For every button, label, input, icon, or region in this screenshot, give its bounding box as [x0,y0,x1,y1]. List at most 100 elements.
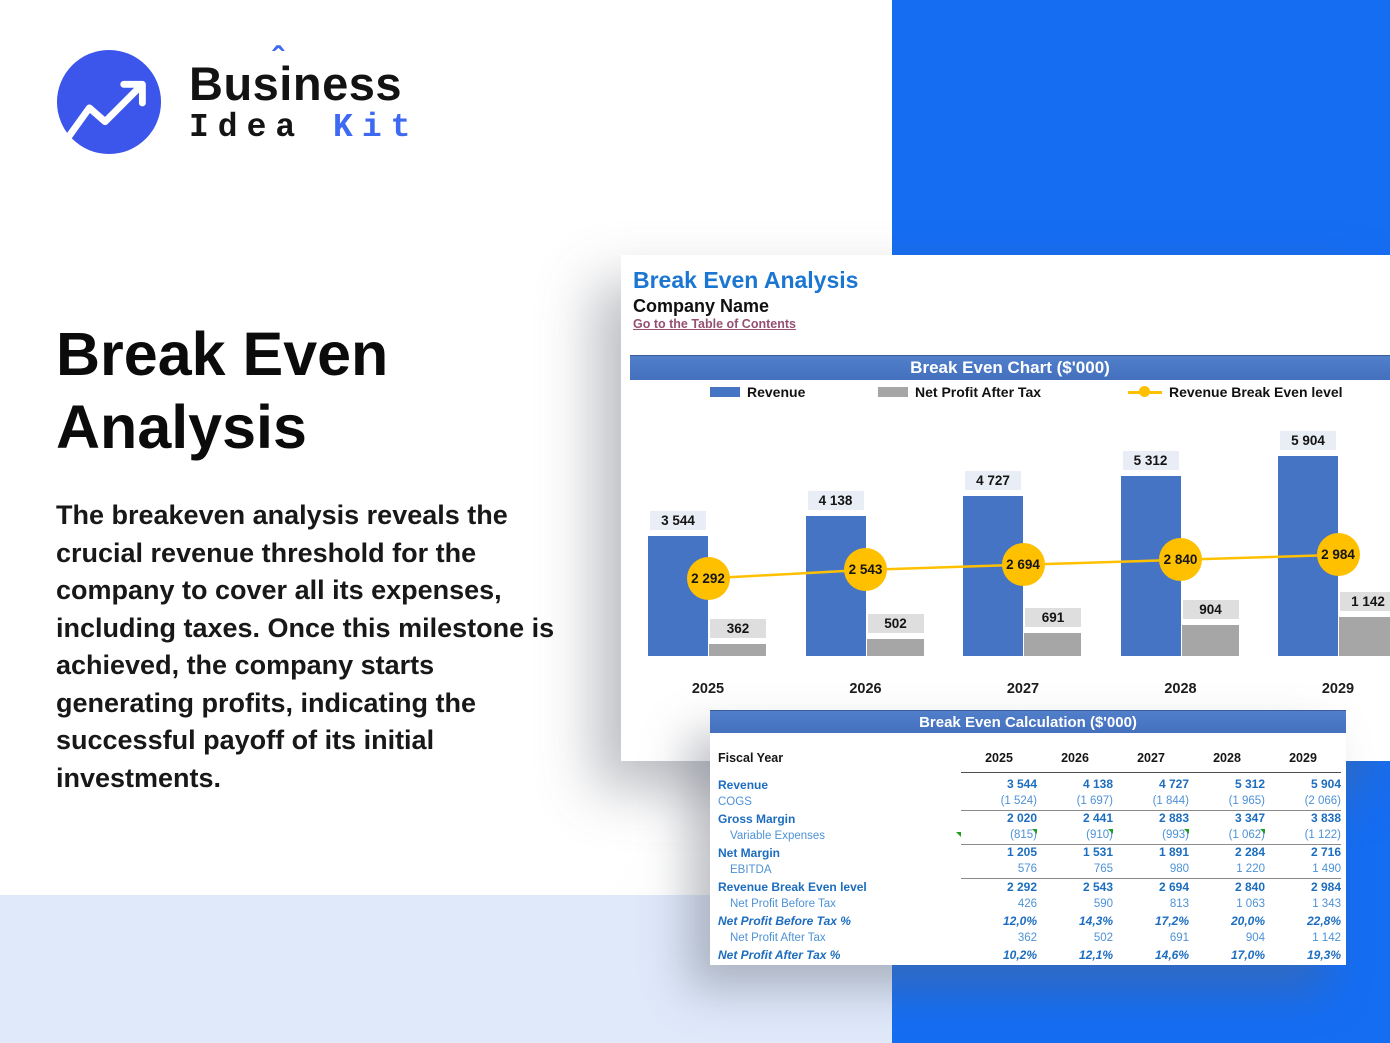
table-row: Net Profit After Tax % 10,2% 12,1% 14,6% 17,… [718,947,1341,964]
value-cell: 5 904 [1310,777,1341,791]
net-profit-bar [709,643,766,656]
breakeven-marker: 2 292 [686,556,730,600]
value-cell: 22,8% [1306,913,1341,928]
fiscal-year-label: Fiscal Year [718,751,784,765]
value-cell: 4 138 [1082,777,1113,791]
value-cell: 2 716 [1310,845,1341,860]
table-row: EBITDA 576 765 980 1 220 1 490 [718,861,1341,880]
row-label: Net Margin [718,845,781,860]
x-axis-label: 2026 [849,681,882,697]
value-cell: 2 292 [1006,879,1037,894]
table-header-bar: Break Even Calculation ($'000) [710,710,1346,733]
revenue-value-label: 5 904 [1280,431,1336,450]
brand-name-bottom: Idea Kit [189,109,420,146]
net-profit-bar [1181,625,1239,656]
row-label: Revenue Break Even level [718,880,867,895]
legend-item-2: Net Profit After Tax [878,384,1041,400]
value-cell: (993) [1113,827,1189,845]
value-cell: 17,0% [1230,947,1265,962]
net-profit-value-label: 1 142 [1340,592,1390,612]
row-label: Net Profit Before Tax % [718,914,851,929]
year-cell: 2027 [1113,744,1189,773]
row-label: Variable Expenses [718,830,961,842]
break-even-chart: 3 544 362 2025 4 138 502 2026 4 727 691 2027 5 31… [621,255,1390,761]
net-profit-bar [1024,632,1081,656]
value-cell: 1 531 [1082,845,1113,860]
value-cell: (1 844) [1113,793,1189,811]
value-cell: 1 490 [1265,861,1341,880]
legend-line-swatch [1128,386,1162,397]
year-cell: 2026 [1037,744,1113,773]
company-name: Company Name [633,296,770,316]
value-cell: 3 838 [1310,811,1341,826]
legend-line-dot [1139,386,1150,397]
x-axis-label: 2028 [1164,681,1197,697]
value-cell: 765 [1037,861,1113,880]
table-row: Net Margin 1 205 1 531 1 891 2 284 2 716 [718,844,1341,861]
table-row: Variable Expenses (815) (910) (993) (1 062)(… [718,827,1341,845]
value-cell: 2 284 [1234,845,1265,860]
value-cell: 362 [1017,931,1037,944]
value-cell: 980 [1113,861,1189,880]
spreadsheet-chart-card: Break Even Analysis Company Name Go to t… [621,255,1390,761]
net-profit-value-label: 904 [1182,600,1239,620]
value-cell: 904 [1245,931,1265,944]
chart-header-bar: Break Even Chart ($'000) [630,355,1390,380]
value-cell: 14,3% [1078,913,1113,928]
value-cell: 813 [1169,897,1189,910]
value-cell: 1 343 [1312,897,1341,910]
net-profit-value-label: 362 [710,618,766,638]
value-cell: 2 441 [1082,811,1113,826]
value-cell: 5 312 [1234,777,1265,791]
net-profit-value-label: 502 [867,613,924,633]
breakeven-marker: 2 694 [1001,543,1045,587]
table-row: Gross Margin 2 020 2 441 2 883 3 347 3 838 [718,810,1341,827]
value-cell: 1 142 [1312,931,1341,944]
value-cell: (815) [961,827,1037,845]
year-cell: 2028 [1189,744,1265,773]
value-cell: 2 883 [1158,811,1189,826]
row-label: Net Profit After Tax [730,932,826,945]
value-cell: 17,2% [1154,913,1189,928]
x-axis-label: 2029 [1321,681,1355,697]
value-cell: (2 066) [1265,793,1341,811]
net-profit-bar [866,638,924,656]
value-cell: 4 727 [1158,777,1189,791]
legend-item-1: Revenue [710,384,805,400]
value-cell: 2 984 [1310,879,1341,894]
x-axis-label: 2027 [1006,681,1040,697]
table-of-contents-link[interactable]: Go to the Table of Contents [633,317,796,331]
row-label: Net Profit After Tax % [718,948,841,963]
row-label: Revenue [718,777,769,792]
value-cell: 12,1% [1078,947,1113,962]
trend-arrow-icon [56,49,162,155]
break-even-line [707,553,1339,580]
legend-label: Net Profit After Tax [915,384,1042,400]
value-cell: 1 063 [1236,897,1265,910]
legend-swatch-2 [878,387,908,397]
value-cell: 691 [1169,931,1189,944]
row-label: Gross Margin [718,811,796,826]
value-cell: 3 544 [1006,777,1037,791]
row-label: EBITDA [730,864,772,877]
net-profit-value-label: 691 [1025,607,1081,627]
legend-item-3: Revenue Break Even level [1128,384,1343,400]
value-cell: 576 [961,861,1037,880]
year-cell: 2025 [961,744,1037,773]
year-cell: 2029 [1265,744,1341,773]
value-cell: 1 205 [1006,845,1037,860]
page-description: The breakeven analysis reveals the cruci… [56,500,555,793]
value-cell: 12,0% [1002,913,1037,928]
value-cell: 19,3% [1306,947,1341,962]
brand-wordmark: Busi ˆ ness Idea Kit [189,43,420,146]
value-cell: (1 965) [1189,793,1265,811]
breakeven-marker: 2 984 [1316,533,1360,577]
sheet-title: Break Even Analysis [633,267,859,293]
x-axis-label: 2025 [691,681,725,697]
table-row: Net Profit Before Tax 426 590 813 1 063 1 343 [718,896,1341,913]
table-row: Revenue 3 544 4 138 4 727 5 312 5 904 [718,776,1341,793]
revenue-value-label: 5 312 [1122,451,1179,471]
brand-logo: Busi ˆ ness Idea Kit [55,43,420,156]
revenue-value-label: 4 138 [807,490,864,510]
value-cell: 14,6% [1154,947,1189,962]
